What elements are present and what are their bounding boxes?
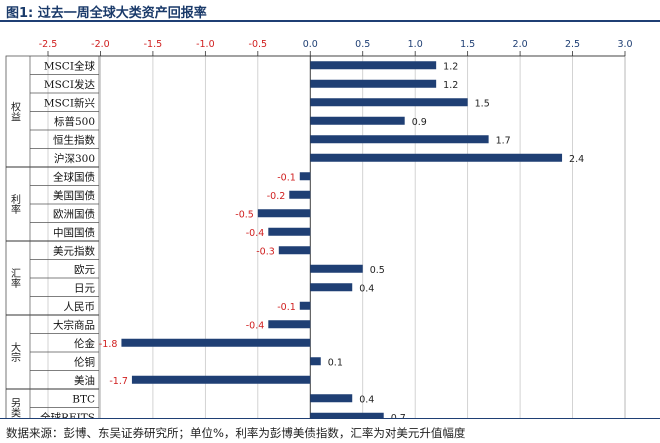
category-label: 全球国债 xyxy=(53,170,95,183)
category-label: 美元指数 xyxy=(53,244,95,257)
category-label: MSCI发达 xyxy=(44,78,96,91)
bar-16 xyxy=(121,338,311,347)
category-label: 标普500 xyxy=(54,115,95,128)
value-label: 0.4 xyxy=(359,394,374,405)
value-label: 2.4 xyxy=(569,154,584,165)
bar-14 xyxy=(299,301,311,310)
x-tick-label: 1.5 xyxy=(460,39,475,50)
x-tick-label: -1.5 xyxy=(144,39,163,50)
value-label: 1.2 xyxy=(443,80,458,91)
bar-11 xyxy=(278,246,311,255)
category-label: 美国国债 xyxy=(53,189,95,202)
value-label: -0.4 xyxy=(246,320,265,331)
value-label: 0.1 xyxy=(328,357,343,368)
category-label: 全球REITS xyxy=(40,411,95,418)
bar-9 xyxy=(257,209,311,218)
bar-15 xyxy=(268,320,311,329)
bar-7 xyxy=(299,172,311,181)
category-label: 中国国债 xyxy=(53,226,95,239)
title-rule xyxy=(0,20,660,22)
value-label: -0.1 xyxy=(277,172,296,183)
x-tick-label: 2.5 xyxy=(565,39,580,50)
x-tick-label: 0.0 xyxy=(303,39,318,50)
category-label: MSCI新兴 xyxy=(44,96,95,109)
x-tick-label: -0.5 xyxy=(249,39,268,50)
group-label: 大宗 xyxy=(9,341,21,362)
value-label: 0.5 xyxy=(370,265,385,276)
x-tick-label: -2.0 xyxy=(91,39,110,50)
category-label: 欧洲国债 xyxy=(53,207,95,220)
x-tick-label: 3.0 xyxy=(617,39,632,50)
bar-19 xyxy=(310,394,353,403)
value-label: -1.7 xyxy=(109,376,128,387)
category-label: BTC xyxy=(72,393,95,405)
bar-8 xyxy=(289,190,311,199)
value-label: 0.9 xyxy=(412,117,427,128)
group-label: 权益 xyxy=(9,100,21,121)
bar-1 xyxy=(310,61,437,70)
x-tick-label: -2.5 xyxy=(39,39,58,50)
category-label: 伦铜 xyxy=(74,355,95,368)
bar-13 xyxy=(310,283,353,292)
value-label: 1.5 xyxy=(475,98,490,109)
value-label: 1.2 xyxy=(443,61,458,72)
x-tick-label: -1.0 xyxy=(196,39,215,50)
group-label: 汇率 xyxy=(9,267,21,289)
category-label: 人民币 xyxy=(64,301,96,313)
bar-12 xyxy=(310,264,363,273)
value-label: -0.2 xyxy=(267,191,286,202)
bar-2 xyxy=(310,79,437,88)
bar-5 xyxy=(310,135,489,144)
source-rule xyxy=(0,418,660,419)
bar-6 xyxy=(310,153,563,162)
x-tick-label: 2.0 xyxy=(513,39,528,50)
x-tick-label: 1.0 xyxy=(408,39,423,50)
value-label: -1.8 xyxy=(99,339,118,350)
value-label: -0.5 xyxy=(235,209,254,220)
value-label: -0.1 xyxy=(277,302,296,313)
category-label: 恒生指数 xyxy=(53,133,95,146)
bar-18 xyxy=(131,375,311,384)
bar-17 xyxy=(310,357,321,366)
value-label: -0.3 xyxy=(256,246,275,257)
figure-title: 图1: 过去一周全球大类资产回报率 xyxy=(6,6,207,21)
category-label: MSCI全球 xyxy=(44,59,96,72)
category-label: 美油 xyxy=(74,374,95,387)
bar-10 xyxy=(268,227,311,236)
x-tick-label: 0.5 xyxy=(355,39,370,50)
bar-4 xyxy=(310,116,405,125)
category-label: 日元 xyxy=(74,282,95,294)
value-label: 1.7 xyxy=(496,135,511,146)
category-label: 沪深300 xyxy=(54,152,95,165)
group-label: 另类 xyxy=(9,397,21,418)
bar-20 xyxy=(310,412,384,418)
value-label: -0.4 xyxy=(246,228,265,239)
source-note: 数据来源：彭博、东吴证券研究所；单位%，利率为彭博美债指数，汇率为对美元升值幅度 xyxy=(6,426,466,440)
group-label: 利率 xyxy=(9,194,21,215)
value-label: 0.4 xyxy=(359,283,374,294)
value-label: 0.7 xyxy=(391,413,406,418)
bar-3 xyxy=(310,98,468,107)
category-label: 欧元 xyxy=(74,264,95,276)
category-label: 大宗商品 xyxy=(53,318,95,331)
category-label: 伦金 xyxy=(74,337,95,350)
bar-chart: -2.5 -2.0 -1.5 -1.0 -0.5 0.0 0.5 1.0 1.5 2.0 2.5 3.… xyxy=(5,39,633,418)
